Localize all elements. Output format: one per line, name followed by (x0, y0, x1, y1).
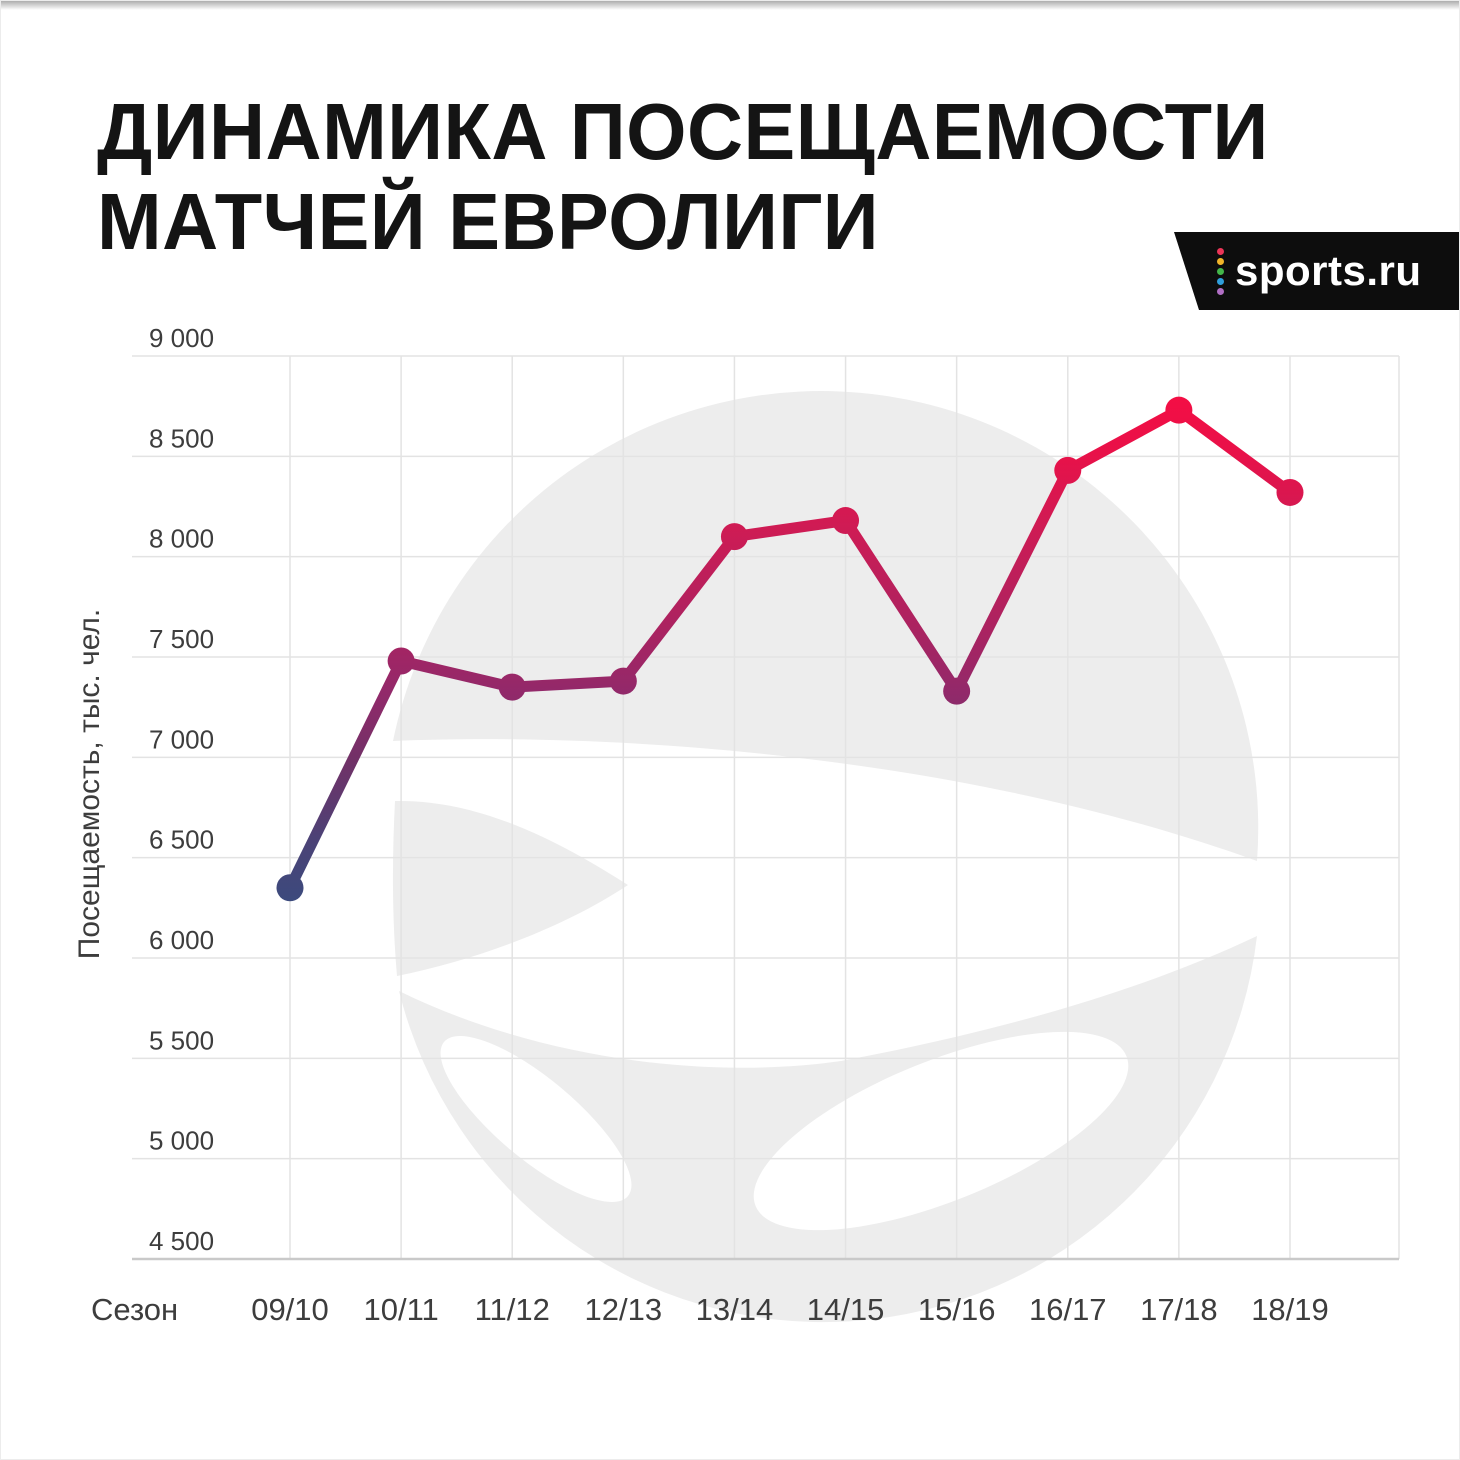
data-point (1276, 478, 1304, 506)
logo-dot (1217, 287, 1224, 295)
logo-dot (1217, 277, 1224, 285)
x-tick-label: 18/19 (1251, 1292, 1329, 1327)
y-tick-label: 7 500 (149, 624, 214, 654)
data-point (720, 523, 748, 551)
y-axis-title: Посещаемость, тыс. чел. (73, 609, 106, 959)
y-tick-label: 4 500 (149, 1226, 214, 1256)
x-tick-label: 11/12 (475, 1292, 550, 1327)
x-tick-label: 17/18 (1140, 1292, 1218, 1327)
y-tick-label: 5 000 (149, 1126, 214, 1156)
data-point (609, 667, 637, 695)
x-tick-label: 09/10 (251, 1292, 329, 1327)
y-tick-label: 5 500 (149, 1025, 214, 1055)
chart-grid (132, 355, 1400, 1261)
data-point (832, 507, 860, 535)
logo-dot (1217, 257, 1224, 265)
y-tick-label: 6 000 (149, 925, 214, 955)
sports-ru-logo-text: sports.ru (1235, 247, 1422, 294)
x-tick-label: 15/16 (918, 1292, 996, 1327)
data-point (387, 647, 415, 675)
title-line-2: МАТЧЕЙ ЕВРОЛИГИ (97, 177, 880, 266)
y-tick-label: 7 000 (149, 724, 214, 754)
data-point (276, 874, 304, 902)
x-tick-label: 12/13 (585, 1292, 663, 1327)
x-tick-label: 10/11 (363, 1292, 438, 1327)
logo-dot (1217, 267, 1224, 275)
euroleague-watermark-icon (392, 391, 1259, 1323)
x-axis-title: Сезон (91, 1292, 178, 1327)
x-tick-label: 14/15 (807, 1292, 885, 1327)
logo-dot (1217, 247, 1224, 255)
x-tick-label: 16/17 (1029, 1292, 1107, 1327)
y-tick-label: 9 000 (149, 323, 214, 353)
data-series (276, 396, 1304, 902)
data-point (498, 673, 526, 701)
sports-ru-logo: sports.ru (1174, 232, 1459, 310)
y-tick-label: 6 500 (149, 825, 214, 855)
sports-ru-dots-icon (1217, 247, 1224, 295)
axis-labels: 4 500 5 000 5 500 6 000 6 500 7 000 7 500 8 000… (73, 323, 1329, 1327)
attendance-line (284, 404, 1296, 894)
y-tick-label: 8 000 (149, 524, 214, 554)
data-point (1054, 456, 1082, 484)
x-tick-label: 13/14 (696, 1292, 774, 1327)
page-title: ДИНАМИКА ПОСЕЩАЕМОСТИ МАТЧЕЙ ЕВРОЛИГИ (97, 87, 1269, 267)
y-tick-label: 8 500 (149, 423, 214, 453)
title-line-1: ДИНАМИКА ПОСЕЩАЕМОСТИ (97, 87, 1269, 176)
data-point (943, 677, 971, 705)
data-point (1165, 396, 1193, 424)
